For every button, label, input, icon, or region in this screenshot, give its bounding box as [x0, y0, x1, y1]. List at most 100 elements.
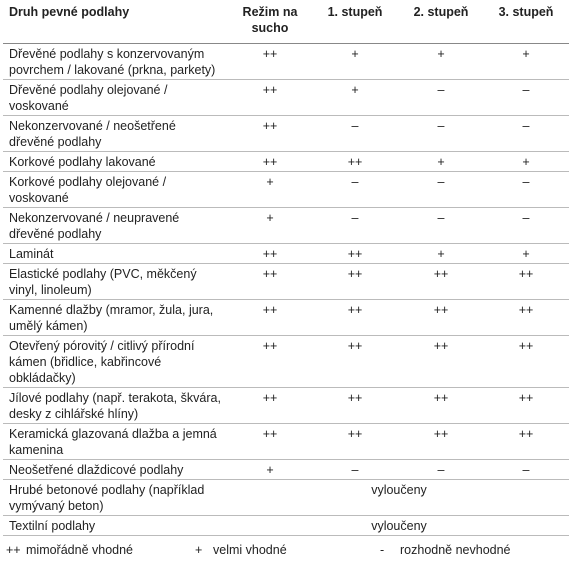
floor-type: Laminát	[3, 243, 229, 264]
rating-cell: +	[483, 43, 569, 80]
header-cell: 2. stupeň	[399, 0, 483, 44]
rating-cell: ++	[229, 299, 311, 336]
rating-cell: ++	[399, 387, 483, 424]
table-container: Druh pevné podlahy Režim na sucho 1. stupe…	[3, 0, 569, 536]
floor-table: Druh pevné podlahy Režim na sucho 1. stupe…	[3, 0, 569, 536]
floor-type: Jílové podlahy (např. terakota, škvára, …	[3, 387, 229, 424]
floor-type: Korkové podlahy olejované / voskované	[3, 171, 229, 208]
rating-cell: ++	[229, 423, 311, 460]
floor-type: Elastické podlahy (PVC, měkčený vinyl, l…	[3, 263, 229, 300]
legend-symbol: -	[380, 543, 385, 557]
excluded-cell: vyloučeny	[229, 515, 569, 536]
rating-cell: –	[483, 171, 569, 208]
legend-text: mimořádně vhodné	[26, 543, 134, 557]
rating-cell: ++	[311, 423, 399, 460]
rating-cell: ++	[229, 115, 311, 152]
rating-cell: +	[229, 171, 311, 208]
table-row: Hrubé betonové podlahy (například vymýva…	[3, 479, 569, 516]
rating-cell: ++	[311, 387, 399, 424]
table-body: Dřevěné podlahy s konzervovaným povrchem…	[3, 43, 569, 536]
rating-cell: –	[311, 171, 399, 208]
rating-cell: ++	[483, 387, 569, 424]
legend-symbol: +	[195, 543, 203, 557]
header-cell: Druh pevné podlahy	[3, 0, 229, 44]
rating-cell: –	[311, 115, 399, 152]
rating-cell: ++	[229, 151, 311, 172]
floor-type: Dřevěné podlahy s konzervovaným povrchem…	[3, 43, 229, 80]
header-cell: 1. stupeň	[311, 0, 399, 44]
table-row: Dřevěné podlahy s konzervovaným povrchem…	[3, 43, 569, 80]
rating-cell: –	[399, 171, 483, 208]
floor-type: Neošetřené dlaždicové podlahy	[3, 459, 229, 480]
table-row: Dřevěné podlahy olejované / voskované ++ +…	[3, 79, 569, 116]
rating-cell: +	[483, 243, 569, 264]
rating-cell: ++	[311, 263, 399, 300]
rating-cell: –	[399, 79, 483, 116]
rating-cell: +	[229, 459, 311, 480]
floor-type: Dřevěné podlahy olejované / voskované	[3, 79, 229, 116]
table-row: Laminát ++ ++ + +	[3, 243, 569, 264]
rating-cell: ++	[399, 263, 483, 300]
rating-cell: ++	[311, 299, 399, 336]
table-row: Nekonzervované / neošetřené dřevěné podl…	[3, 115, 569, 152]
legend-text: rozhodně nevhodné	[400, 543, 511, 557]
header-row: Druh pevné podlahy Režim na sucho 1. stupe…	[3, 0, 569, 44]
table-row: Keramická glazovaná dlažba a jemná kamen…	[3, 423, 569, 460]
rating-cell: +	[483, 151, 569, 172]
rating-cell: ++	[229, 243, 311, 264]
rating-cell: ++	[483, 263, 569, 300]
table-row: Otevřený pórovitý / citlivý přírodní kám…	[3, 335, 569, 388]
rating-cell: +	[229, 207, 311, 244]
rating-cell: –	[483, 79, 569, 116]
rating-cell: –	[311, 459, 399, 480]
table-row: Nekonzervované / neupravené dřevěné podl…	[3, 207, 569, 244]
floor-type: Nekonzervované / neošetřené dřevěné podl…	[3, 115, 229, 152]
rating-cell: ++	[311, 335, 399, 388]
rating-cell: –	[311, 207, 399, 244]
rating-cell: ++	[399, 299, 483, 336]
table-row: Neošetřené dlaždicové podlahy + – – –	[3, 459, 569, 480]
rating-cell: –	[399, 459, 483, 480]
table-row: Korkové podlahy lakované ++ ++ + +	[3, 151, 569, 172]
floor-type: Otevřený pórovitý / citlivý přírodní kám…	[3, 335, 229, 388]
rating-cell: –	[483, 459, 569, 480]
rating-cell: –	[483, 207, 569, 244]
rating-cell: +	[399, 43, 483, 80]
rating-cell: +	[311, 79, 399, 116]
rating-cell: ++	[229, 335, 311, 388]
floor-type: Kamenné dlažby (mramor, žula, jura, uměl…	[3, 299, 229, 336]
rating-cell: –	[399, 115, 483, 152]
rating-cell: ++	[229, 387, 311, 424]
table-row: Kamenné dlažby (mramor, žula, jura, uměl…	[3, 299, 569, 336]
floor-type: Textilní podlahy	[3, 515, 229, 536]
rating-cell: ++	[229, 79, 311, 116]
rating-cell: –	[483, 115, 569, 152]
rating-cell: –	[399, 207, 483, 244]
excluded-cell: vyloučeny	[229, 479, 569, 516]
rating-cell: ++	[229, 263, 311, 300]
legend-symbol: ++	[6, 543, 21, 557]
rating-cell: ++	[311, 151, 399, 172]
floor-type: Korkové podlahy lakované	[3, 151, 229, 172]
table-row: Jílové podlahy (např. terakota, škvára, …	[3, 387, 569, 424]
rating-cell: +	[399, 243, 483, 264]
floor-type: Hrubé betonové podlahy (například vymýva…	[3, 479, 229, 516]
rating-cell: ++	[483, 335, 569, 388]
legend-text: velmi vhodné	[213, 543, 287, 557]
rating-cell: ++	[399, 423, 483, 460]
floor-type: Nekonzervované / neupravené dřevěné podl…	[3, 207, 229, 244]
table-row: Elastické podlahy (PVC, měkčený vinyl, l…	[3, 263, 569, 300]
table-row: Korkové podlahy olejované / voskované + – –…	[3, 171, 569, 208]
rating-cell: +	[399, 151, 483, 172]
floor-type: Keramická glazovaná dlažba a jemná kamen…	[3, 423, 229, 460]
rating-cell: ++	[311, 243, 399, 264]
rating-cell: +	[311, 43, 399, 80]
rating-cell: ++	[399, 335, 483, 388]
rating-cell: ++	[483, 299, 569, 336]
header-cell: 3. stupeň	[483, 0, 569, 44]
header-cell: Režim na sucho	[229, 0, 311, 44]
rating-cell: ++	[229, 43, 311, 80]
legend: ++ mimořádně vhodné + velmi vhodné - rozhodně…	[3, 543, 569, 561]
rating-cell: ++	[483, 423, 569, 460]
